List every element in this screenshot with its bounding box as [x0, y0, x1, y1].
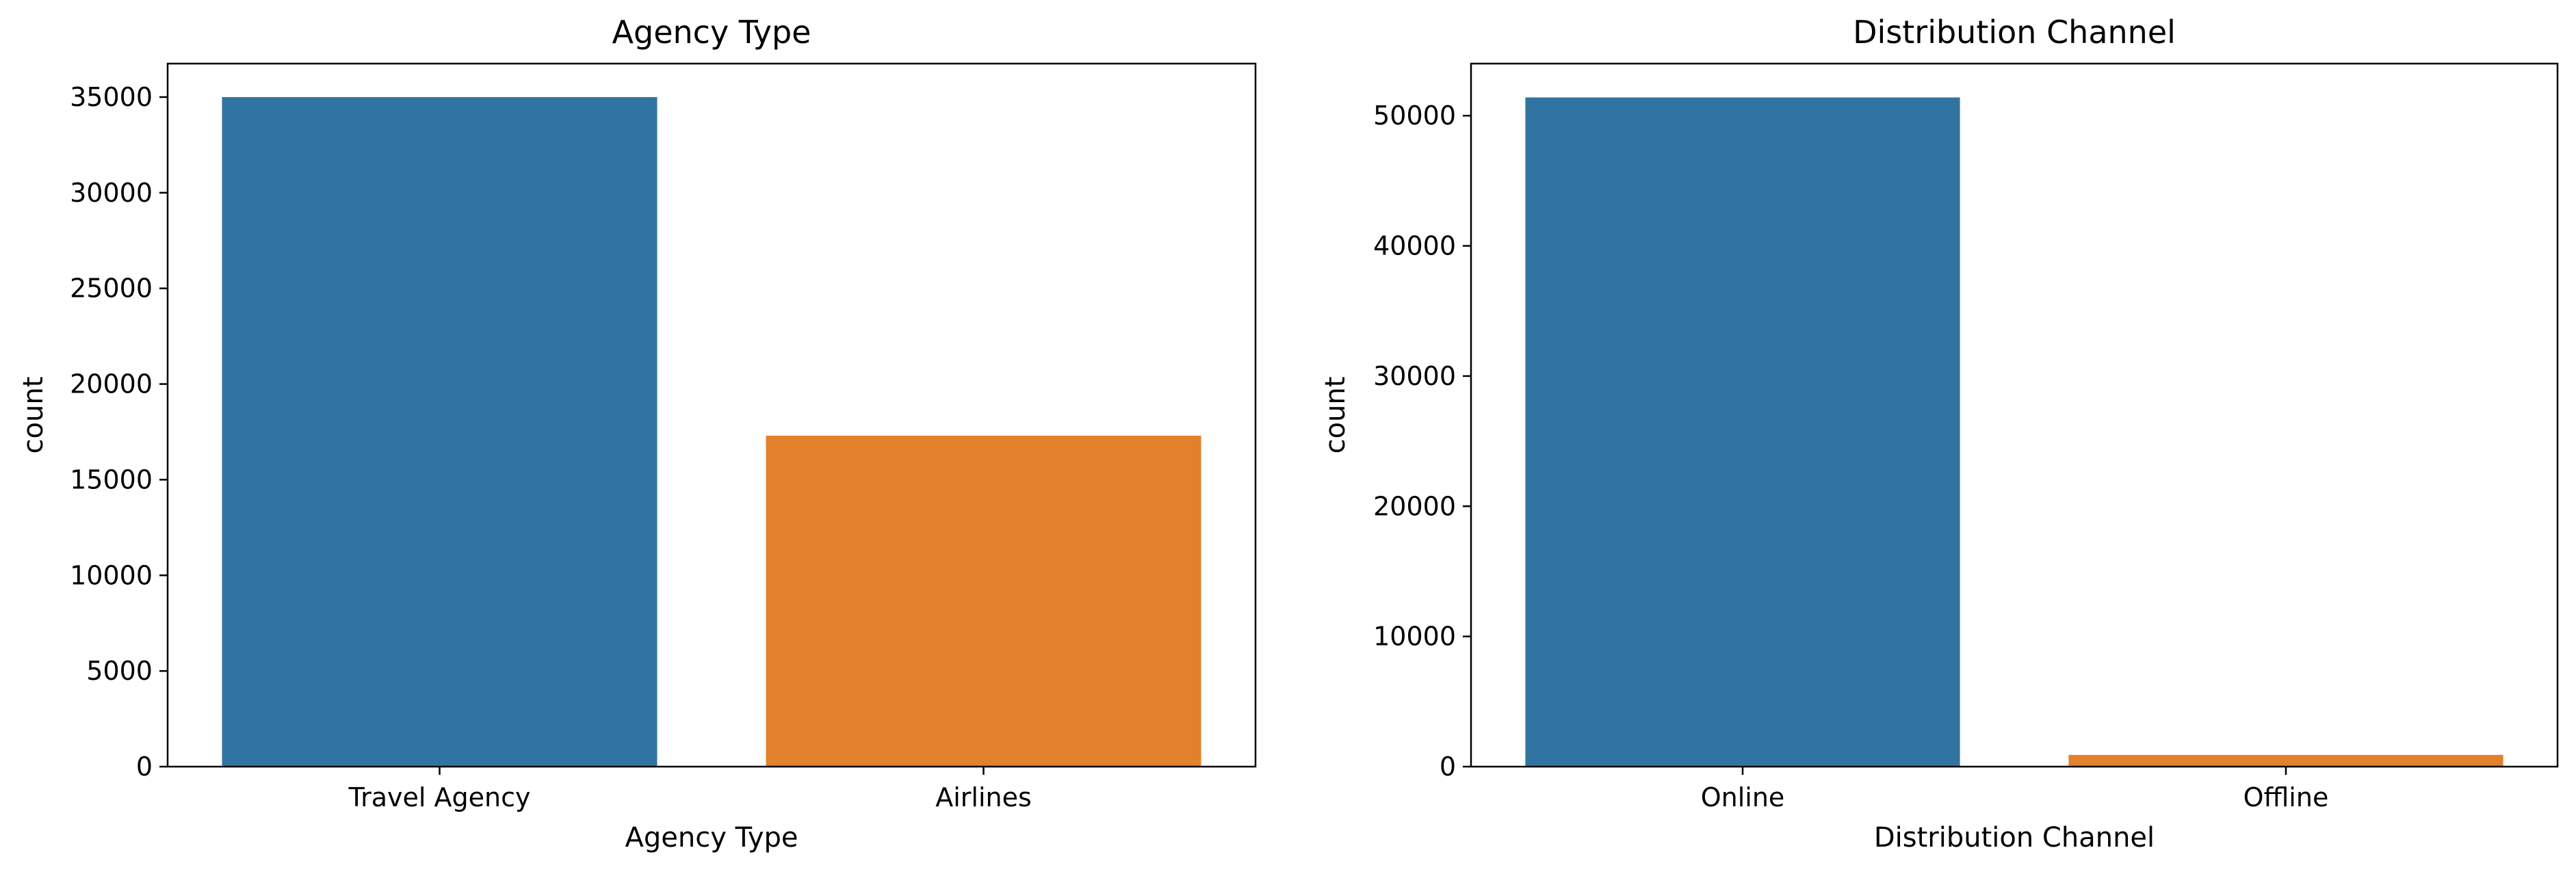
x-tick-label: Online	[1701, 782, 1785, 812]
bar-online	[1525, 97, 1960, 767]
y-tick-label: 15000	[70, 464, 153, 494]
y-ticks: 0 10000 20000 30000 40000 50000	[1373, 101, 1471, 782]
y-tick-label: 35000	[70, 82, 153, 112]
y-tick-label: 30000	[70, 178, 153, 208]
y-tick-label: 30000	[1373, 361, 1456, 391]
bar-offline	[2068, 754, 2503, 767]
x-ticks: Online Offline	[1701, 767, 2329, 812]
x-tick-label: Travel Agency	[348, 782, 531, 812]
bar-travel-agency	[222, 96, 658, 767]
y-axis-label: count	[1320, 377, 1351, 454]
chart-agency-type: 0 5000 10000 15000 20000 25000 30000 35000 Trav…	[18, 14, 1257, 853]
y-tick-label: 10000	[70, 560, 153, 590]
y-tick-label: 25000	[70, 274, 153, 304]
y-ticks: 0 5000 10000 15000 20000 25000 30000 35000	[70, 82, 168, 782]
x-axis-label: Distribution Channel	[1874, 822, 2155, 853]
y-tick-label: 50000	[1373, 101, 1456, 131]
x-ticks: Travel Agency Airlines	[348, 767, 1032, 812]
bars	[222, 96, 1201, 767]
y-tick-label: 20000	[1373, 491, 1456, 521]
y-tick-label: 20000	[70, 369, 153, 399]
plot-frame	[166, 62, 1257, 768]
x-axis-label: Agency Type	[625, 822, 798, 853]
chart-title: Distribution Channel	[1853, 14, 2176, 51]
y-tick-label: 0	[1440, 752, 1456, 782]
bars	[1525, 97, 2503, 767]
y-tick-label: 5000	[86, 656, 153, 686]
y-tick-label: 0	[136, 752, 153, 782]
plot-frame	[1470, 62, 2559, 768]
y-axis-label: count	[18, 377, 49, 454]
chart-distribution-channel: 0 10000 20000 30000 40000 50000 Online Offline…	[1320, 14, 2559, 853]
bar-airlines	[766, 436, 1201, 767]
y-tick-label: 10000	[1373, 622, 1456, 652]
x-tick-label: Offline	[2243, 782, 2329, 812]
x-tick-label: Airlines	[935, 782, 1032, 812]
y-tick-label: 40000	[1373, 231, 1456, 261]
chart-title: Agency Type	[612, 14, 811, 51]
